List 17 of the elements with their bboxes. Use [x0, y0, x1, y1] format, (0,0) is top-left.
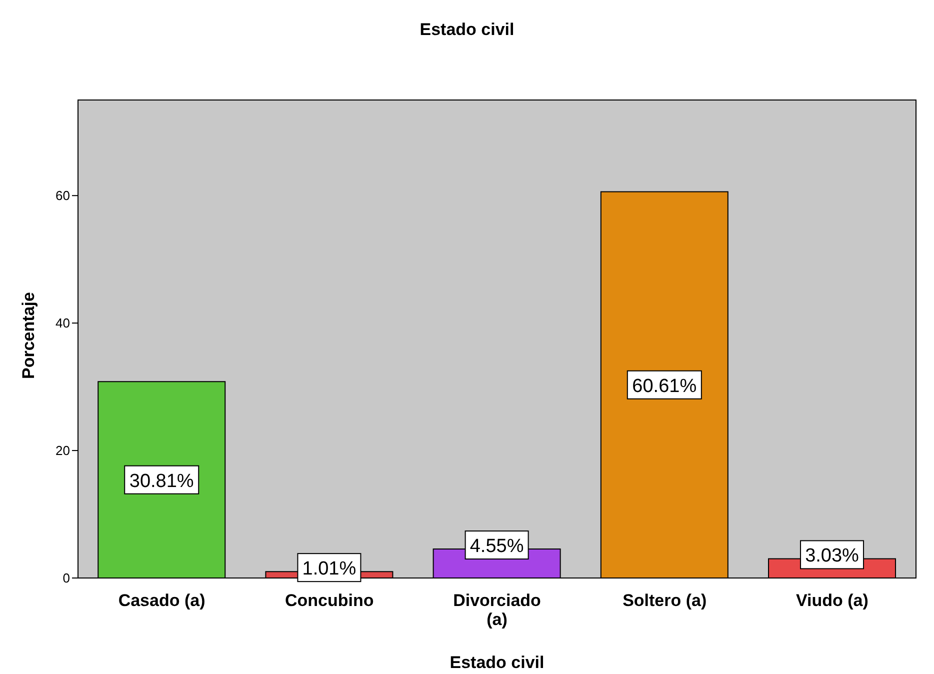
y-axis-title: Porcentaje [19, 292, 38, 379]
data-label: 60.61% [632, 376, 697, 397]
data-label: 1.01% [302, 558, 356, 580]
data-label: 30.81% [129, 470, 194, 492]
x-tick-label: Casado (a) [118, 591, 206, 610]
x-tick-label: Soltero (a) [622, 591, 707, 610]
y-tick-label: 20 [56, 443, 70, 458]
data-label: 4.55% [470, 536, 524, 557]
x-tick-label: Viudo (a) [796, 591, 868, 610]
y-tick-label: 0 [62, 570, 70, 586]
chart-title: Estado civil [418, 19, 516, 41]
y-tick-label: 40 [56, 316, 70, 331]
x-tick-label: Divorciado (a) [453, 591, 541, 629]
x-axis-title: Estado civil [450, 653, 544, 672]
y-tick-label: 60 [56, 188, 70, 204]
x-tick-label: Concubino [285, 591, 374, 610]
data-label: 3.03% [805, 546, 860, 567]
